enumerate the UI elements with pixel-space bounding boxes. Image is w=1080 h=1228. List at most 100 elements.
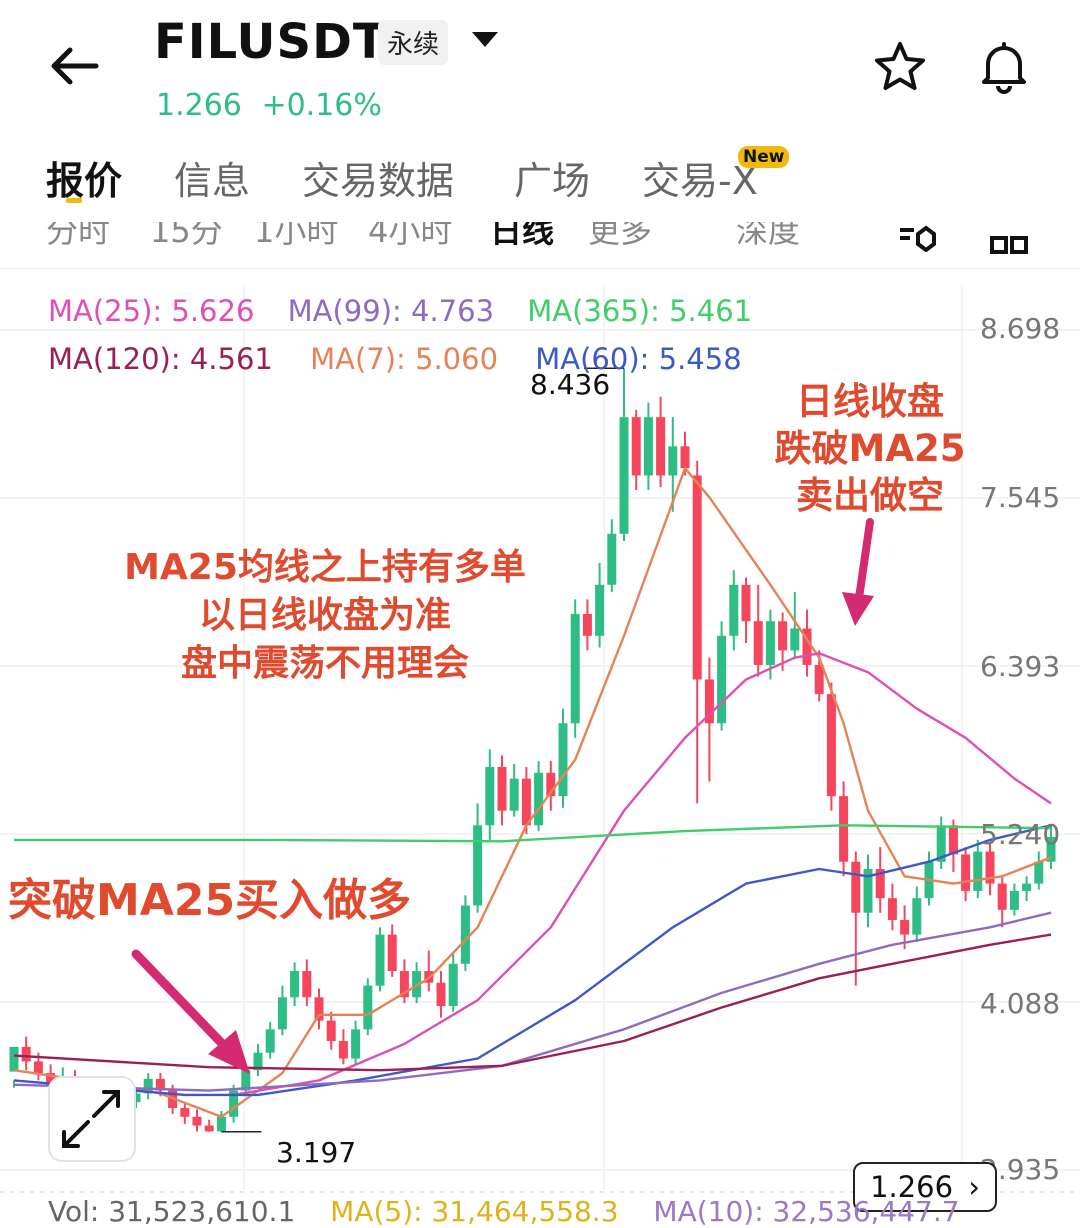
- ma-line: [14, 824, 1052, 843]
- tf-depth[interactable]: 深度: [736, 222, 801, 250]
- price-markers: [221, 367, 624, 1133]
- ma-lines: [13, 467, 1052, 1118]
- bell-icon: [982, 42, 1026, 94]
- ma7-label: MA(7): 5.060: [310, 342, 499, 376]
- tf-1d[interactable]: 日线: [490, 222, 555, 250]
- candle-body: [1009, 890, 1019, 910]
- candle-body: [546, 772, 556, 797]
- candle-body: [326, 1020, 336, 1042]
- tf-4h[interactable]: 4小时: [368, 222, 453, 250]
- candle-body: [765, 621, 775, 665]
- candle-body: [973, 851, 983, 891]
- candle-body: [265, 1029, 275, 1053]
- volume-ma10: MA(10): 32,536,447.7: [653, 1195, 960, 1228]
- tf-line[interactable]: 分时: [46, 222, 111, 250]
- candle-body: [680, 446, 690, 469]
- candle-body: [961, 854, 971, 891]
- candle-body: [1022, 883, 1032, 891]
- chevron-right-icon: ›: [968, 1170, 980, 1204]
- candle-body: [1034, 861, 1044, 884]
- candle-body: [155, 1078, 165, 1091]
- ma365-label: MA(365): 5.461: [527, 294, 753, 328]
- candle-body: [277, 997, 287, 1030]
- candle-body: [631, 417, 641, 476]
- candle-body: [570, 613, 580, 724]
- candle-body: [497, 766, 507, 811]
- annotation-buy-long: 突破MA25买入做多: [8, 875, 412, 926]
- candle-body: [790, 628, 800, 651]
- tab-info[interactable]: 信息: [174, 159, 251, 203]
- candle-body: [558, 723, 568, 797]
- candle-body: [741, 584, 751, 622]
- y-tick-3: 6.393: [980, 650, 1061, 683]
- candle-body: [314, 997, 324, 1021]
- candle-body: [460, 905, 470, 964]
- ma-line: [233, 652, 1052, 1097]
- candle-body: [9, 1046, 19, 1072]
- candle-body: [216, 1116, 226, 1132]
- candle-body: [448, 963, 458, 1007]
- symbol-title[interactable]: FILUSDT: [154, 14, 387, 70]
- fullscreen-button[interactable]: [48, 1076, 136, 1162]
- ma60-label: MA(60): 5.458: [535, 342, 742, 376]
- y-tick-1: 8.698: [980, 312, 1061, 345]
- star-icon: [875, 42, 925, 90]
- candle-body: [21, 1046, 31, 1062]
- new-badge: New: [738, 146, 790, 168]
- main-tabs: 报价 信息 交易数据 广场 交易-X: [0, 150, 1080, 210]
- candle-body: [473, 825, 483, 906]
- tab-quote[interactable]: 报价: [46, 159, 123, 203]
- candle-body: [582, 613, 592, 636]
- candle-body: [643, 417, 653, 476]
- candle-body: [985, 851, 995, 884]
- tab-trade-x[interactable]: 交易-X: [642, 159, 758, 203]
- layout-grid-icon[interactable]: [990, 232, 1030, 256]
- indicator-settings-icon[interactable]: [896, 224, 940, 252]
- tf-15m[interactable]: 15分: [150, 222, 223, 250]
- ma-line: [13, 911, 1052, 1092]
- annotation-sell-short: 日线收盘 跌破MA25 卖出做空: [774, 380, 966, 517]
- candle-body: [229, 1090, 239, 1117]
- candle-body: [180, 1108, 190, 1117]
- candle-body: [338, 1041, 348, 1059]
- dropdown-caret-icon[interactable]: [472, 32, 498, 47]
- y-tick-4: 5.240: [980, 818, 1061, 851]
- candle-body: [887, 898, 897, 921]
- y-tick-5: 4.088: [980, 987, 1061, 1020]
- tab-trading-data[interactable]: 交易数据: [302, 159, 455, 203]
- candle-body: [997, 883, 1007, 910]
- candle-body: [692, 475, 702, 680]
- candle-body: [839, 796, 849, 862]
- candle-body: [412, 971, 422, 998]
- candle-body: [521, 778, 531, 826]
- candle-body: [46, 1073, 56, 1085]
- contract-type-badge: 永续: [378, 20, 449, 65]
- current-price-tag[interactable]: 1.266 ›: [853, 1162, 997, 1212]
- candle-body: [948, 825, 958, 855]
- candle-body: [192, 1116, 202, 1126]
- alert-button[interactable]: [976, 38, 1032, 98]
- candle-body: [778, 621, 788, 651]
- high-marker-label: 8.436: [530, 368, 611, 401]
- candle-body: [241, 1070, 251, 1091]
- candle-body: [290, 971, 300, 998]
- timeframe-row: 分时 15分 1小时 4小时 日线 更多 深度: [0, 222, 1080, 258]
- candle-body: [351, 1029, 361, 1059]
- annotation-hold-long: MA25均线之上持有多单 以日线收盘为准 盘中震荡不用理会: [124, 547, 526, 684]
- tab-square[interactable]: 广场: [514, 159, 591, 203]
- current-price-value: 1.266: [870, 1170, 954, 1204]
- candle-body: [753, 621, 763, 665]
- candle-body: [936, 825, 946, 862]
- ma25-label: MA(25): 5.626: [48, 294, 255, 328]
- candle-body: [729, 584, 739, 636]
- change-pct: +0.16%: [261, 88, 382, 123]
- candle-body: [814, 664, 824, 695]
- back-button[interactable]: [48, 44, 100, 88]
- candle-body: [875, 869, 885, 899]
- candle-body: [595, 584, 605, 636]
- tf-more[interactable]: 更多: [588, 222, 653, 250]
- favorite-button[interactable]: [872, 40, 928, 98]
- candle-body: [668, 446, 678, 476]
- low-marker-label: 3.197: [276, 1136, 357, 1169]
- tf-1h[interactable]: 1小时: [254, 222, 339, 250]
